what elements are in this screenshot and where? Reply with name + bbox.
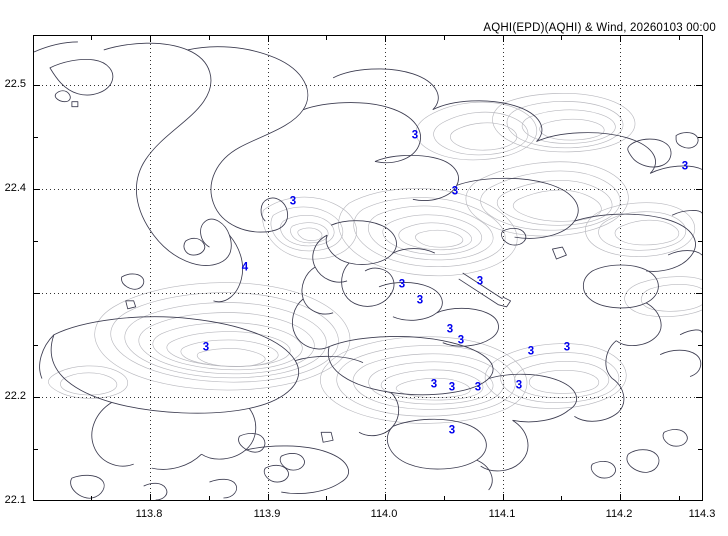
y-axis-tick-label: 22.5 xyxy=(4,78,26,90)
axis-tick-x-top xyxy=(385,36,386,42)
aqhi-station-label: 3 xyxy=(398,278,406,291)
axis-tick-x xyxy=(444,496,445,500)
aqhi-station-label: 3 xyxy=(448,381,456,394)
aqhi-station-label: 3 xyxy=(289,195,297,208)
axis-tick-y-right xyxy=(698,241,702,242)
axis-tick-y xyxy=(34,189,40,190)
gridline-vertical xyxy=(150,36,151,500)
x-axis-tick-label: 114.0 xyxy=(370,508,398,520)
aqhi-station-label: 3 xyxy=(416,294,424,307)
axis-tick-x-top xyxy=(620,36,621,42)
axis-tick-x-top xyxy=(503,36,504,42)
axis-tick-y xyxy=(34,241,38,242)
aqhi-station-label: 3 xyxy=(202,341,210,354)
aqhi-station-label: 3 xyxy=(563,341,571,354)
y-axis-tick-label: 22.4 xyxy=(4,182,26,194)
x-axis-tick-label: 114.3 xyxy=(688,508,716,520)
gridline-vertical xyxy=(503,36,504,500)
axis-tick-x xyxy=(150,494,151,500)
x-axis-tick-label: 114.2 xyxy=(605,508,633,520)
axis-tick-x xyxy=(209,496,210,500)
map-canvas: 3 3 3 3 4 3 3 3 3 3 3 3 3 3 3 3 3 3 xyxy=(34,36,702,500)
y-axis-tick-label: 22.1 xyxy=(4,494,26,506)
gridline-horizontal xyxy=(34,397,702,398)
axis-tick-x xyxy=(326,496,327,500)
axis-tick-x xyxy=(620,494,621,500)
gridline-horizontal xyxy=(34,85,702,86)
axis-tick-y-right xyxy=(696,397,702,398)
aqhi-station-label: 3 xyxy=(411,129,419,142)
axis-tick-x-top xyxy=(209,36,210,40)
axis-tick-x xyxy=(268,494,269,500)
map-plot-frame: 3 3 3 3 4 3 3 3 3 3 3 3 3 3 3 3 3 3 xyxy=(33,35,703,501)
y-axis-tick-label: 22.2 xyxy=(4,390,26,402)
axis-tick-y xyxy=(34,293,40,294)
aqhi-station-label: 3 xyxy=(515,379,523,392)
aqhi-station-label: 3 xyxy=(474,381,482,394)
aqhi-station-label: 3 xyxy=(446,323,454,336)
aqhi-station-label: 4 xyxy=(241,261,249,274)
axis-tick-y-right xyxy=(696,85,702,86)
gridline-horizontal xyxy=(34,293,702,294)
axis-tick-x xyxy=(503,494,504,500)
axis-tick-y xyxy=(34,449,38,450)
axis-tick-x-top xyxy=(91,36,92,40)
axis-tick-x xyxy=(561,496,562,500)
axis-tick-x-top xyxy=(561,36,562,40)
axis-tick-x-top xyxy=(268,36,269,42)
axis-tick-y xyxy=(34,137,38,138)
axis-tick-x-top xyxy=(679,36,680,40)
gridline-horizontal xyxy=(34,189,702,190)
gridline-vertical xyxy=(620,36,621,500)
aqhi-station-label: 3 xyxy=(451,185,459,198)
aqhi-station-label: 3 xyxy=(476,275,484,288)
axis-tick-x xyxy=(91,496,92,500)
x-axis-tick-label: 113.9 xyxy=(253,508,281,520)
axis-tick-x xyxy=(679,496,680,500)
axis-tick-x xyxy=(385,494,386,500)
axis-tick-y xyxy=(34,397,40,398)
aqhi-station-label: 3 xyxy=(457,334,465,347)
aqhi-station-label: 3 xyxy=(681,160,689,173)
axis-tick-y-right xyxy=(696,189,702,190)
chart-title: AQHI(EPD)(AQHI) & Wind, 20260103 00:00 xyxy=(483,22,716,34)
coastline-outlines xyxy=(34,41,702,500)
axis-tick-y xyxy=(34,345,38,346)
axis-tick-y-right xyxy=(696,293,702,294)
gridline-vertical xyxy=(268,36,269,500)
aqhi-station-label: 3 xyxy=(448,424,456,437)
axis-tick-y-right xyxy=(698,137,702,138)
axis-tick-y-right xyxy=(698,345,702,346)
axis-tick-y-right xyxy=(698,449,702,450)
axis-tick-x-top xyxy=(150,36,151,42)
axis-tick-y xyxy=(34,85,40,86)
aqhi-station-label: 3 xyxy=(527,345,535,358)
axis-tick-x-top xyxy=(444,36,445,40)
x-axis-tick-label: 113.8 xyxy=(135,508,163,520)
axis-tick-x-top xyxy=(326,36,327,40)
aqhi-station-label: 3 xyxy=(430,378,438,391)
x-axis-tick-label: 114.1 xyxy=(488,508,516,520)
gridline-vertical xyxy=(385,36,386,500)
